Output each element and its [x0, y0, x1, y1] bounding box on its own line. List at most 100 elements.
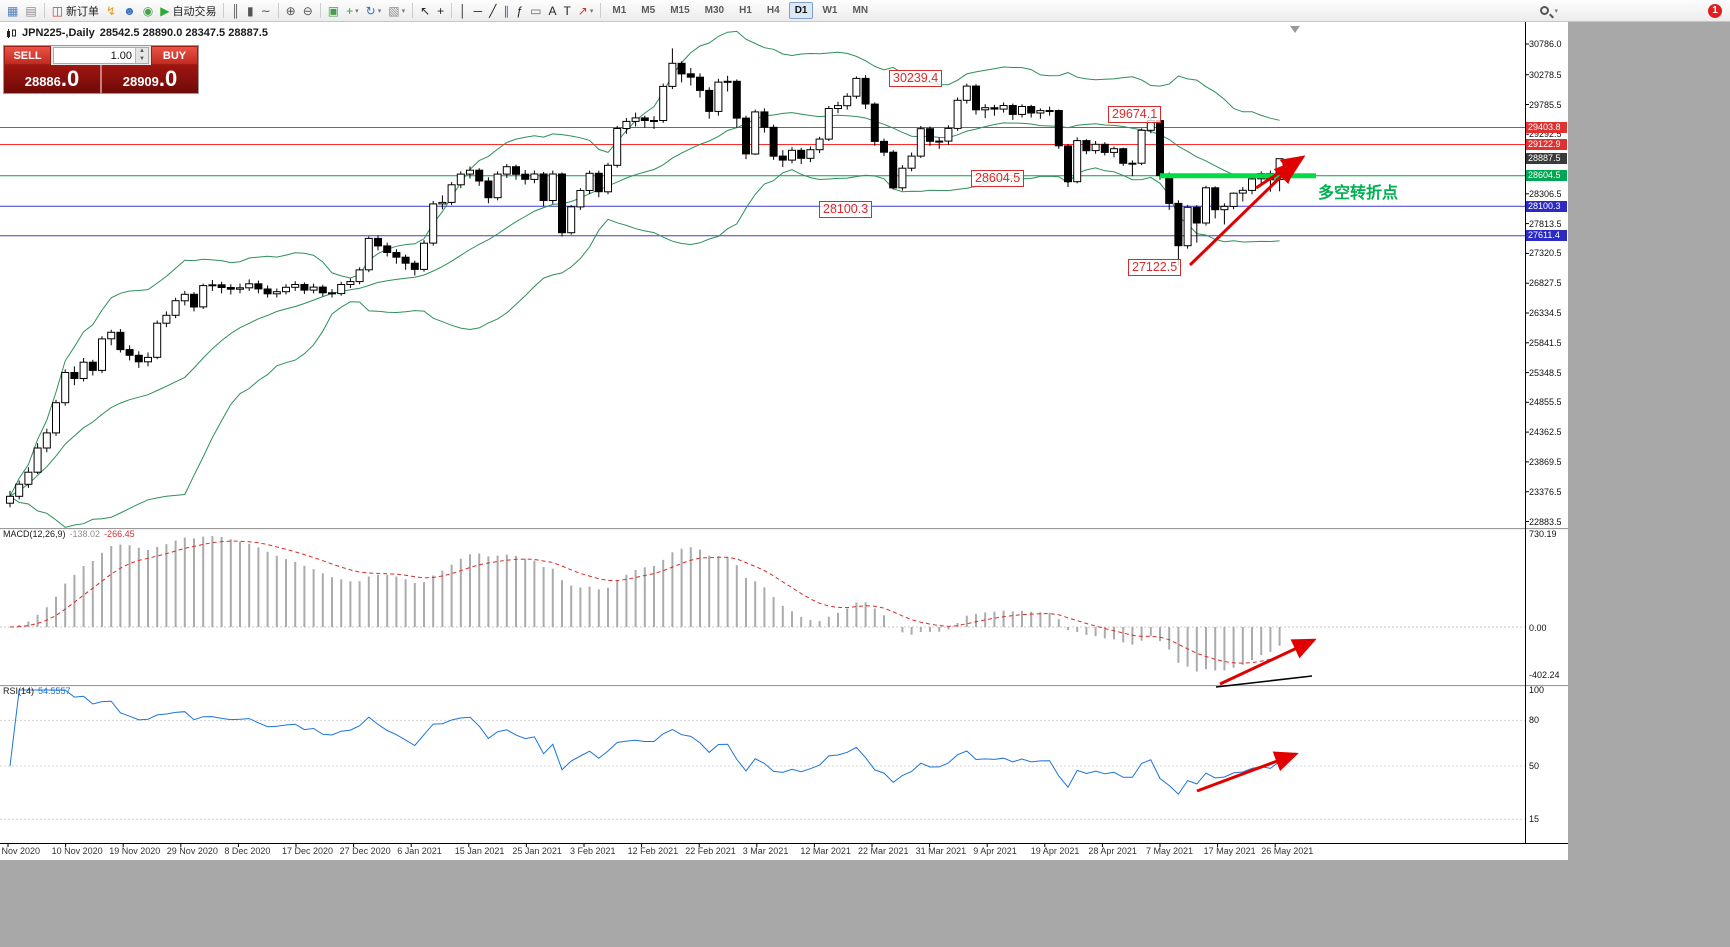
buy-price-frac: .0 [158, 66, 178, 91]
templates-menu-icon[interactable]: ▧ ▾ [385, 2, 408, 20]
new-order-button[interactable]: ◫ 新订单 [49, 2, 102, 20]
notification-badge[interactable]: 1 [1708, 3, 1722, 18]
arrow-objects-icon[interactable]: ↗ ▾ [575, 2, 597, 20]
zoom-out-icon[interactable]: ⊖ [300, 2, 316, 20]
text-icon: A [548, 3, 557, 18]
alerts-icon[interactable]: ↯ [103, 2, 119, 20]
bar-chart-icon[interactable]: ║ [228, 2, 243, 20]
timeframe-button-d1[interactable]: D1 [788, 2, 814, 19]
chart-annotation-text: 多空转折点 [1318, 185, 1399, 202]
sell-price-main: 28886 [24, 74, 61, 89]
chart-window[interactable]: JPN225-,Daily 28542.5 28890.0 28347.5 28… [0, 22, 1568, 860]
sell-price[interactable]: 28886 .0 [4, 65, 100, 93]
tile-windows-icon: ▣ [327, 3, 340, 18]
toolbar-separator [319, 3, 321, 18]
trend-arrow [1188, 159, 1299, 267]
cursor-icon[interactable]: ↖ [417, 2, 433, 20]
new-chart-icon[interactable]: ▦ [4, 2, 21, 20]
timeframe-button-m1[interactable]: M1 [612, 5, 627, 16]
text-icon[interactable]: A [545, 2, 559, 20]
candlestick-chart-icon: ▮ [246, 3, 254, 18]
rsi-line [9, 689, 1280, 795]
sell-button[interactable]: SELL [4, 46, 51, 65]
arrow-objects-icon: ↗ [577, 3, 588, 18]
new-order-button: ◫ [51, 3, 64, 18]
toolbar-separator [451, 3, 453, 18]
chart-shift-marker [1290, 26, 1300, 33]
dropdown-arrow-icon[interactable]: ▾ [401, 7, 406, 15]
zoom-out-icon: ⊖ [302, 3, 313, 18]
rsi-value: 54.5557 [38, 686, 71, 696]
periods-menu-icon[interactable]: ↻ ▾ [363, 2, 385, 20]
indicators-menu-icon[interactable]: + ▾ [343, 2, 362, 20]
fibonacci-icon[interactable]: ƒ [513, 2, 526, 20]
text-label-icon: T [563, 3, 571, 18]
horizontal-line-icon[interactable]: ─ [471, 2, 486, 20]
macd-main-value: -138.02 [69, 529, 101, 539]
trendline-icon[interactable]: ╱ [486, 2, 499, 20]
zoom-in-icon: ⊕ [285, 3, 296, 18]
trend-arrow [1196, 751, 1299, 793]
buy-price[interactable]: 28909 .0 [100, 65, 198, 93]
timeframe-button-m15[interactable]: M15 [670, 5, 690, 16]
candles-layer [6, 48, 1284, 508]
vertical-line-icon: │ [459, 3, 467, 18]
volume-input[interactable]: 1.00 ▲ ▼ [53, 47, 149, 64]
data-window-icon[interactable]: ◉ [140, 2, 156, 20]
auto-trading-button: ▶ [160, 3, 170, 18]
indicators-menu-icon: + [346, 3, 354, 18]
toolbar-separator [600, 3, 602, 18]
toolbar-items: ▦ ▤ ◫ 新订单 ↯ ☻ ◉ ▶ 自动交易 ║ ▮ ∼ ⊕ ⊖ ▣ + ▾ ↻ ▾ ▧ ▾ ↖ + │ ─ ╱ ∥ ƒ ▭ A T ↗ ▾ M1… [4, 0, 875, 22]
tile-windows-icon[interactable]: ▣ [325, 2, 342, 20]
macd-indicator-label: MACD(12,26,9) -138.02 -266.45 [3, 529, 135, 539]
shapes-icon: ▭ [530, 3, 542, 18]
new-order-button-label: 新订单 [66, 5, 100, 18]
quick-search-button[interactable] [1537, 2, 1552, 20]
stepper-down-icon[interactable]: ▼ [135, 55, 148, 63]
market-watch-icon[interactable]: ☻ [120, 2, 139, 20]
candlestick-chart-icon[interactable]: ▮ [244, 2, 257, 20]
trendline-icon: ╱ [489, 3, 497, 18]
timeframe-button-mn[interactable]: MN [852, 5, 869, 16]
fibonacci-icon: ƒ [516, 3, 524, 18]
toolbar-right: ▾ 1 [1537, 2, 1726, 20]
vertical-line-icon[interactable]: │ [456, 2, 470, 20]
shapes-icon[interactable]: ▭ [527, 2, 544, 20]
market-watch-icon: ☻ [123, 3, 136, 18]
equidistant-channel-icon[interactable]: ∥ [500, 2, 512, 20]
stepper-up-icon[interactable]: ▲ [135, 48, 148, 56]
macd-trendline [1215, 675, 1313, 688]
dropdown-arrow-icon[interactable]: ▾ [377, 7, 382, 15]
data-window-icon: ◉ [142, 3, 154, 18]
volume-stepper[interactable]: ▲ ▼ [135, 48, 148, 63]
zoom-in-icon[interactable]: ⊕ [283, 2, 299, 20]
crosshair-icon[interactable]: + [434, 2, 447, 20]
rsi-indicator-label: RSI(14) 54.5557 [3, 686, 71, 696]
bollinger-bands [9, 30, 1280, 528]
price-chart-canvas[interactable] [0, 22, 1568, 860]
line-chart-icon[interactable]: ∼ [258, 2, 274, 20]
toolbar-separator [43, 3, 45, 18]
timeframe-button-m30[interactable]: M30 [704, 5, 725, 16]
profiles-icon: ▤ [25, 3, 37, 18]
bar-chart-icon: ║ [231, 3, 240, 18]
macd-signal-value: -266.45 [104, 529, 135, 539]
timeframe-button-w1[interactable]: W1 [822, 5, 838, 16]
macd-signal-line [9, 540, 1280, 664]
profiles-icon[interactable]: ▤ [22, 2, 39, 20]
dropdown-arrow-icon[interactable]: ▾ [355, 7, 359, 15]
buy-button[interactable]: BUY [151, 46, 198, 65]
trade-controls-row: SELL 1.00 ▲ ▼ BUY [4, 46, 198, 65]
text-label-icon[interactable]: T [560, 2, 573, 20]
timeframe-button-h1[interactable]: H1 [739, 5, 752, 16]
dropdown-arrow-icon[interactable]: ▾ [589, 7, 594, 15]
auto-trading-button[interactable]: ▶ 自动交易 [157, 2, 219, 20]
toolbar-overflow-icon[interactable]: ▾ [1554, 7, 1558, 15]
timeframe-button-h4[interactable]: H4 [766, 5, 780, 16]
symbol-period-label: JPN225-,Daily [22, 27, 95, 39]
timeframe-button-m5[interactable]: M5 [641, 5, 656, 16]
search-icon [1540, 6, 1550, 15]
toolbar-separator [412, 3, 414, 18]
equidistant-channel-icon: ∥ [503, 3, 510, 18]
